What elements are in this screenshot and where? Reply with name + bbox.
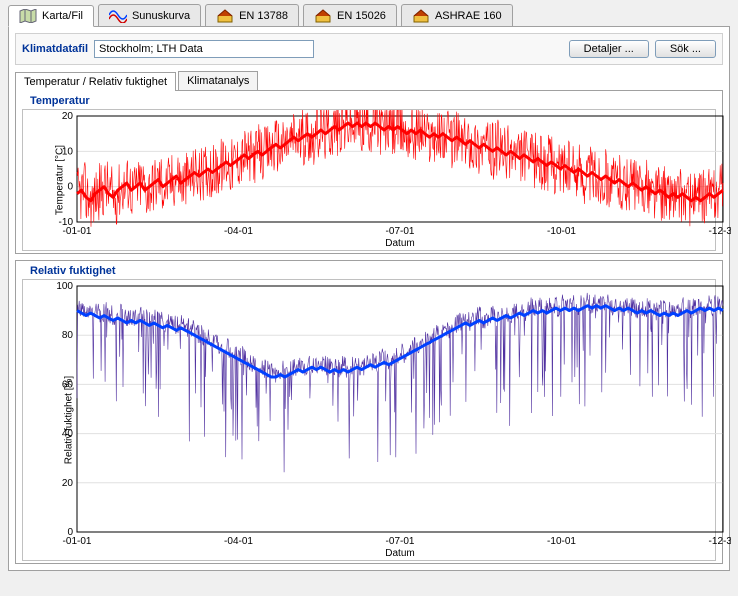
svg-text:80: 80 xyxy=(62,330,74,341)
svg-text:-10-01: -10-01 xyxy=(547,536,576,547)
top-tabbar: Karta/Fil Sunuskurva EN 13788 EN 15026 A… xyxy=(0,0,738,26)
svg-text:-12-31: -12-31 xyxy=(709,536,731,547)
tab-en13788[interactable]: EN 13788 xyxy=(205,4,299,26)
tab-label: Karta/Fil xyxy=(42,10,83,22)
house-icon xyxy=(314,9,332,23)
tab-label: ASHRAE 160 xyxy=(435,10,502,22)
tab-ashrae160[interactable]: ASHRAE 160 xyxy=(401,4,513,26)
svg-text:0: 0 xyxy=(67,182,73,193)
sub-tabbar: Temperatur / Relativ fuktighet Klimatana… xyxy=(15,71,723,90)
temp-ylabel: Temperatur [°C] xyxy=(55,145,66,215)
svg-text:-07-01: -07-01 xyxy=(386,536,415,547)
rh-group-title: Relativ fuktighet xyxy=(26,265,120,277)
svg-text:-04-01: -04-01 xyxy=(224,536,253,547)
details-button[interactable]: Detaljer ... xyxy=(569,40,649,58)
curve-icon xyxy=(109,9,127,23)
svg-text:20: 20 xyxy=(62,111,74,122)
house-icon xyxy=(216,9,234,23)
tab-karta-fil[interactable]: Karta/Fil xyxy=(8,5,94,27)
svg-text:-07-01: -07-01 xyxy=(386,226,415,237)
temp-chart-frame: Temperatur [°C] -1001020-01-01-04-01-07-… xyxy=(22,109,716,251)
datafile-input[interactable] xyxy=(94,40,314,58)
tab-label: EN 13788 xyxy=(239,10,288,22)
svg-text:-10-01: -10-01 xyxy=(547,226,576,237)
rh-ylabel: Relativ fuktighet [%] xyxy=(64,376,75,464)
house-icon xyxy=(412,9,430,23)
temp-chart-group: Temperatur Temperatur [°C] -1001020-01-0… xyxy=(15,90,723,254)
subtab-klimatanalys[interactable]: Klimatanalys xyxy=(178,71,258,90)
svg-text:-01-01: -01-01 xyxy=(63,536,92,547)
temp-chart-svg: -1001020-01-01-04-01-07-01-10-01-12-31Da… xyxy=(41,110,731,250)
tab-sunuskurva[interactable]: Sunuskurva xyxy=(98,4,201,26)
svg-text:Datum: Datum xyxy=(385,238,414,249)
svg-text:-04-01: -04-01 xyxy=(224,226,253,237)
main-panel: Klimatdatafil Detaljer ... Sök ... Tempe… xyxy=(8,26,730,571)
tab-label: Sunuskurva xyxy=(132,10,190,22)
svg-text:-01-01: -01-01 xyxy=(63,226,92,237)
search-button[interactable]: Sök ... xyxy=(655,40,716,58)
tab-label: EN 15026 xyxy=(337,10,386,22)
tab-en15026[interactable]: EN 15026 xyxy=(303,4,397,26)
svg-text:-12-31: -12-31 xyxy=(709,226,731,237)
svg-text:Datum: Datum xyxy=(385,548,414,559)
datafile-label: Klimatdatafil xyxy=(22,43,88,55)
svg-text:100: 100 xyxy=(56,281,73,292)
map-icon xyxy=(19,9,37,23)
rh-chart-frame: Relativ fuktighet [%] 020406080100-01-01… xyxy=(22,279,716,561)
rh-chart-svg: 020406080100-01-01-04-01-07-01-10-01-12-… xyxy=(41,280,731,560)
subtab-temp-rh[interactable]: Temperatur / Relativ fuktighet xyxy=(15,72,176,91)
rh-chart-group: Relativ fuktighet Relativ fuktighet [%] … xyxy=(15,260,723,564)
datafile-row: Klimatdatafil Detaljer ... Sök ... xyxy=(15,33,723,65)
temp-group-title: Temperatur xyxy=(26,95,94,107)
svg-text:20: 20 xyxy=(62,478,74,489)
